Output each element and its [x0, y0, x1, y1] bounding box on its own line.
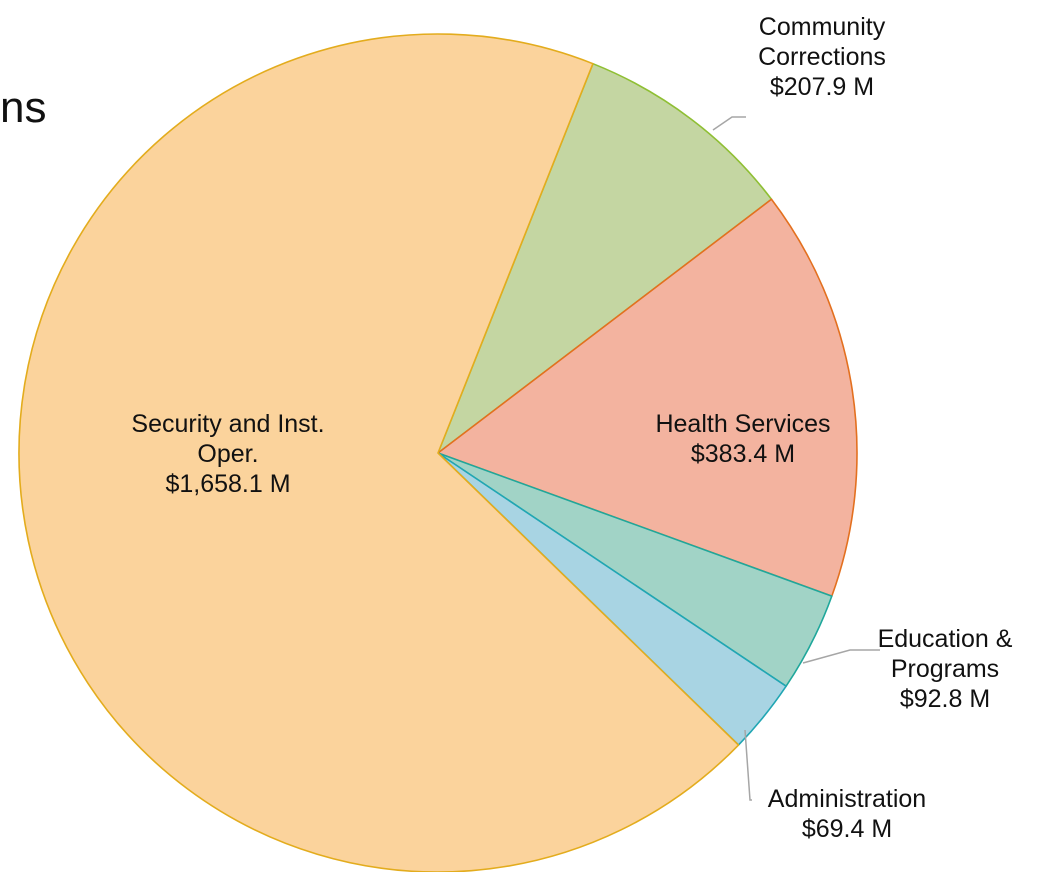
slice-label-2-line-1: Programs — [891, 655, 999, 683]
slice-label-3: Administration $69.4 M — [768, 785, 926, 843]
leader-line-0 — [712, 116, 746, 131]
slice-label-0-line-1: Corrections — [758, 43, 886, 71]
slice-label-1-line-1: $383.4 M — [691, 440, 795, 468]
slice-label-3-line-1: $69.4 M — [802, 815, 892, 843]
slice-label-4: Security and Inst. Oper. $1,658.1 M — [131, 410, 324, 498]
slice-label-2: Education & Programs $92.8 M — [878, 625, 1013, 713]
slice-label-4-line-1: Oper. — [197, 440, 258, 468]
slice-label-0-line-0: Community — [759, 13, 886, 41]
slice-label-3-line-0: Administration — [768, 785, 926, 813]
slice-label-0: Community Corrections $207.9 M — [758, 13, 886, 101]
slice-label-0-line-2: $207.9 M — [770, 73, 874, 101]
slice-label-4-line-2: $1,658.1 M — [165, 470, 290, 498]
slice-label-2-line-2: $92.8 M — [900, 685, 990, 713]
slice-label-4-line-0: Security and Inst. — [131, 410, 324, 438]
slice-label-1-line-0: Health Services — [655, 410, 830, 438]
pie-slice-0 — [437, 62, 773, 454]
leader-lines — [712, 116, 880, 801]
slice-labels: Community Corrections $207.9 M Health Servi… — [131, 13, 1012, 843]
chart-title-fragment: ns — [0, 83, 47, 132]
pie-slice-4 — [18, 33, 740, 872]
leader-line-2 — [802, 649, 880, 664]
pie-slices — [18, 33, 858, 872]
slice-label-1: Health Services $383.4 M — [655, 410, 830, 468]
slice-label-2-line-0: Education & — [878, 625, 1013, 653]
pie-slice-1 — [437, 198, 858, 597]
leader-line-3 — [744, 729, 752, 801]
